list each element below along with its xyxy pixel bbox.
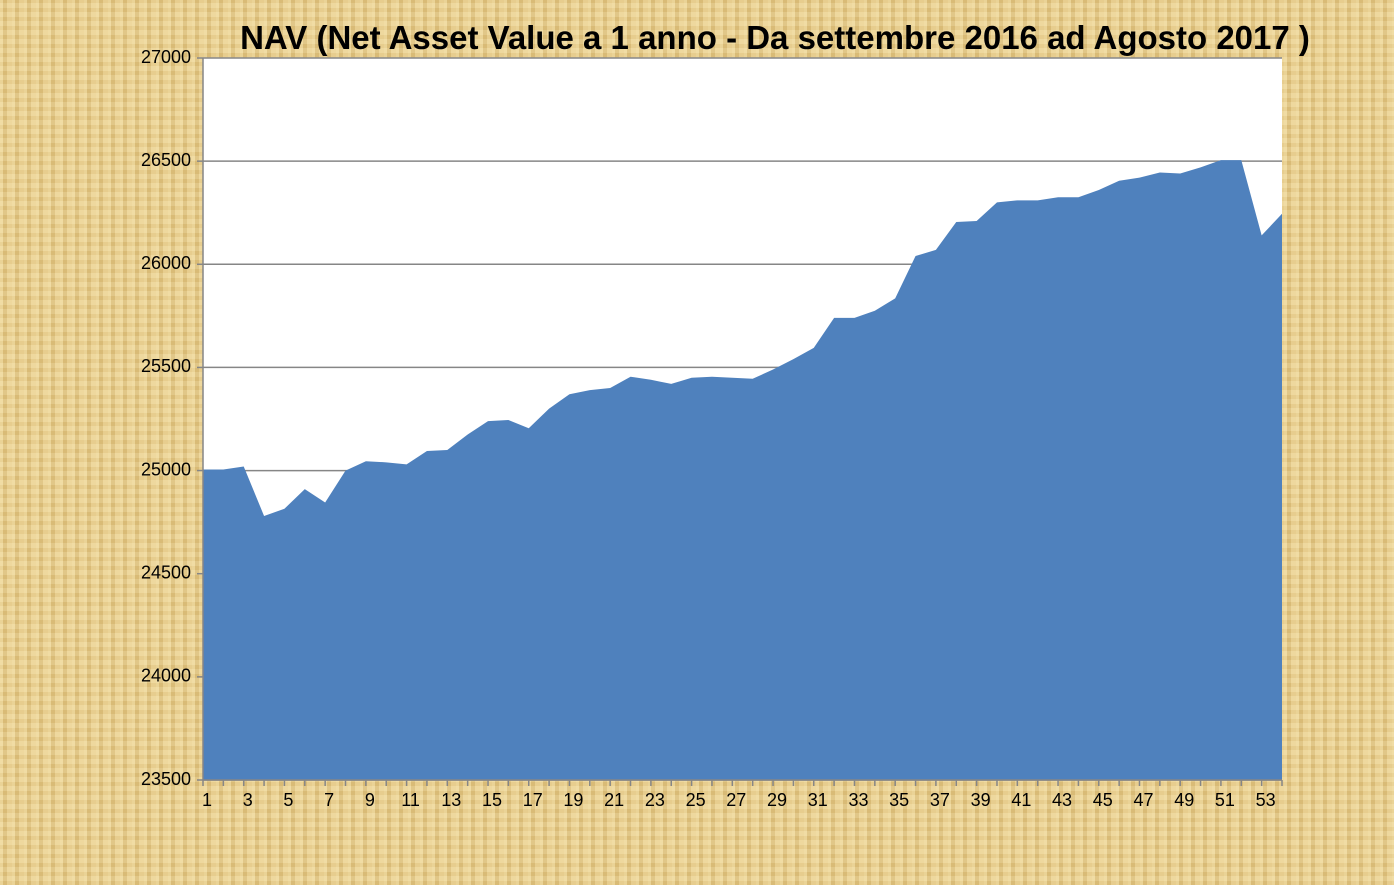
x-tick-label: 49 — [1174, 790, 1194, 810]
x-tick-label: 37 — [930, 790, 950, 810]
x-tick-label: 1 — [202, 790, 212, 810]
x-tick-label: 39 — [971, 790, 991, 810]
x-tick-label: 21 — [604, 790, 624, 810]
y-tick-label: 24500 — [141, 562, 191, 582]
y-tick-label: 24000 — [141, 666, 191, 686]
x-tick-label: 19 — [563, 790, 583, 810]
x-tick-label: 33 — [848, 790, 868, 810]
x-tick-label: 29 — [767, 790, 787, 810]
y-tick-label: 25000 — [141, 459, 191, 479]
x-tick-label: 41 — [1011, 790, 1031, 810]
x-tick-label: 31 — [808, 790, 828, 810]
x-tick-label: 13 — [441, 790, 461, 810]
x-tick-label: 45 — [1093, 790, 1113, 810]
x-tick-label: 3 — [243, 790, 253, 810]
x-tick-label: 17 — [523, 790, 543, 810]
x-tick-label: 43 — [1052, 790, 1072, 810]
y-tick-label: 27000 — [141, 47, 191, 67]
y-tick-label: 26000 — [141, 253, 191, 273]
x-tick-label: 11 — [401, 790, 420, 810]
x-tick-label: 35 — [889, 790, 909, 810]
x-tick-label: 5 — [283, 790, 293, 810]
x-tick-label: 23 — [645, 790, 665, 810]
x-tick-label: 15 — [482, 790, 502, 810]
x-tick-label: 25 — [686, 790, 706, 810]
x-tick-label: 47 — [1133, 790, 1153, 810]
x-tick-label: 51 — [1215, 790, 1235, 810]
x-tick-label: 7 — [324, 790, 334, 810]
x-tick-label: 27 — [726, 790, 746, 810]
area — [203, 160, 1282, 780]
x-tick-label: 53 — [1256, 790, 1276, 810]
x-tick-label: 9 — [365, 790, 375, 810]
y-tick-label: 23500 — [141, 769, 191, 789]
chart-title: NAV (Net Asset Value a 1 anno - Da sette… — [240, 19, 1310, 56]
y-tick-label: 25500 — [141, 356, 191, 376]
y-tick-label: 26500 — [141, 150, 191, 170]
